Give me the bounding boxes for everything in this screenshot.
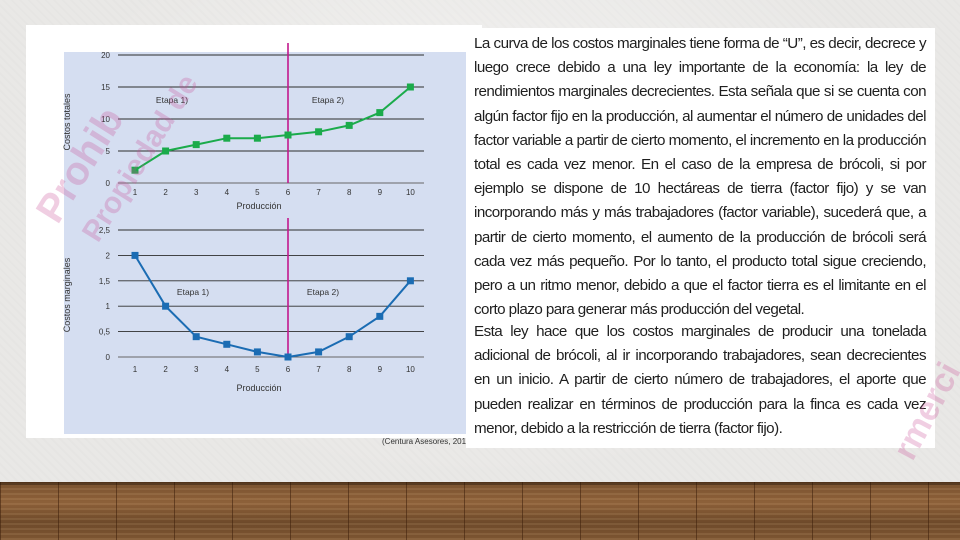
y-tick-label: 2,5 — [99, 226, 111, 235]
x-tick-label: 2 — [163, 365, 168, 374]
wood-floor — [0, 482, 960, 540]
data-point — [223, 134, 231, 142]
x-tick-label: 3 — [194, 188, 199, 197]
data-point — [284, 353, 292, 361]
series-line — [134, 254, 412, 359]
figure-panel: 0 5 10 15 20 1 2 3 4 5 6 7 8 9 10 Producción Costos tota… — [26, 25, 482, 446]
stage-annotation: Etapa 2) — [307, 287, 339, 297]
x-tick-label: 10 — [406, 365, 415, 374]
y-tick-label: 0 — [106, 179, 111, 188]
data-point — [223, 340, 231, 348]
data-point — [192, 141, 200, 149]
x-tick-label: 7 — [316, 188, 321, 197]
x-axis-label: Producción — [236, 201, 281, 211]
data-point — [345, 121, 353, 129]
data-point — [253, 134, 261, 142]
data-point — [284, 131, 292, 139]
data-point — [376, 312, 384, 320]
data-point — [162, 302, 170, 310]
y-tick-label: 20 — [101, 51, 110, 60]
paragraph-2: Esta ley hace que los costos marginales … — [474, 323, 927, 437]
y-tick-label: 15 — [101, 83, 110, 92]
data-point — [345, 333, 353, 341]
x-tick-label: 10 — [406, 188, 415, 197]
x-axis-label: Producción — [236, 383, 281, 393]
x-tick-label: 5 — [255, 365, 260, 374]
x-tick-label: 4 — [225, 188, 230, 197]
data-point — [406, 83, 414, 91]
data-point — [131, 166, 139, 174]
x-tick-label: 6 — [286, 188, 291, 197]
y-tick-label: 1 — [106, 302, 111, 311]
x-tick-label: 2 — [163, 188, 168, 197]
x-tick-label: 5 — [255, 188, 260, 197]
y-tick-label: 5 — [106, 147, 111, 156]
y-axis-label: Costos marginales — [62, 257, 72, 332]
y-axis-label: Costos totales — [62, 93, 72, 151]
y-tick-label: 0,5 — [99, 328, 111, 337]
x-tick-label: 8 — [347, 188, 352, 197]
stage-annotation: Etapa 1) — [156, 95, 188, 105]
series-line — [134, 86, 412, 172]
y-tick-label: 1,5 — [99, 277, 111, 286]
y-tick-label: 10 — [101, 115, 110, 124]
y-tick-label: 2 — [106, 251, 111, 260]
data-point — [131, 251, 139, 259]
data-point — [315, 348, 323, 356]
data-point — [315, 128, 323, 136]
data-point — [406, 277, 414, 285]
x-tick-label: 9 — [378, 188, 383, 197]
data-point — [376, 109, 384, 117]
x-tick-label: 1 — [133, 188, 138, 197]
x-tick-label: 4 — [225, 365, 230, 374]
stage-annotation: Etapa 1) — [177, 287, 209, 297]
figure-source: (Centura Asesores, 2015) — [382, 437, 474, 446]
x-tick-label: 7 — [316, 365, 321, 374]
paragraph-1: La curva de los costos marginales tiene … — [474, 35, 927, 319]
data-point — [162, 147, 170, 155]
x-tick-label: 3 — [194, 365, 199, 374]
x-tick-label: 8 — [347, 365, 352, 374]
y-tick-label: 0 — [106, 353, 111, 362]
data-point — [253, 348, 261, 356]
chart-background — [64, 52, 482, 434]
text-panel: La curva de los costos marginales tiene … — [466, 28, 960, 466]
data-point — [192, 333, 200, 341]
x-tick-label: 9 — [378, 365, 383, 374]
stage-annotation: Etapa 2) — [312, 95, 344, 105]
x-tick-label: 6 — [286, 365, 291, 374]
x-tick-label: 1 — [133, 365, 138, 374]
